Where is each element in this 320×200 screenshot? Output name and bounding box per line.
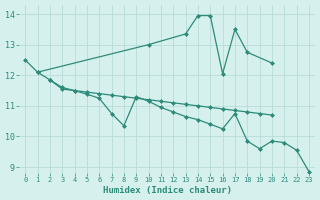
X-axis label: Humidex (Indice chaleur): Humidex (Indice chaleur) bbox=[103, 186, 232, 195]
